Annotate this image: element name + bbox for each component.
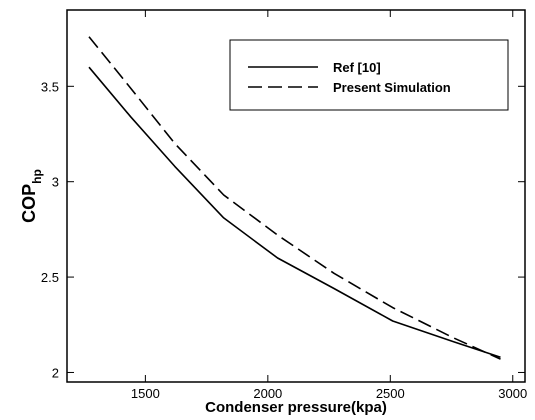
y-tick-label: 3 bbox=[52, 175, 59, 190]
legend-label-ref: Ref [10] bbox=[333, 60, 381, 75]
y-tick-label: 3.5 bbox=[41, 79, 59, 94]
y-axis-title-subscript: hp bbox=[30, 169, 44, 184]
y-axis-ticks: 2 2.5 3 3.5 bbox=[41, 79, 525, 380]
legend-label-sim: Present Simulation bbox=[333, 80, 451, 95]
y-axis-title-main: COP bbox=[19, 184, 39, 223]
x-tick-label: 3000 bbox=[498, 386, 527, 401]
y-axis-title: COPhp bbox=[19, 169, 44, 223]
series-line-ref bbox=[88, 66, 501, 358]
x-tick-label: 1500 bbox=[131, 386, 160, 401]
legend: Ref [10] Present Simulation bbox=[229, 39, 509, 111]
x-tick-label: 2500 bbox=[376, 386, 405, 401]
x-axis-ticks: 1500 2000 2500 3000 bbox=[131, 10, 527, 401]
y-axis-title-group: COPhp bbox=[19, 169, 44, 223]
x-tick-label: 2000 bbox=[253, 386, 282, 401]
legend-box bbox=[229, 39, 509, 111]
series-layer bbox=[88, 36, 501, 360]
y-tick-label: 2 bbox=[52, 365, 59, 380]
x-axis-title: Condenser pressure(kpa) bbox=[205, 399, 387, 415]
y-tick-label: 2.5 bbox=[41, 270, 59, 285]
plot-frame bbox=[66, 9, 526, 383]
series-line-present-simulation bbox=[88, 36, 501, 360]
